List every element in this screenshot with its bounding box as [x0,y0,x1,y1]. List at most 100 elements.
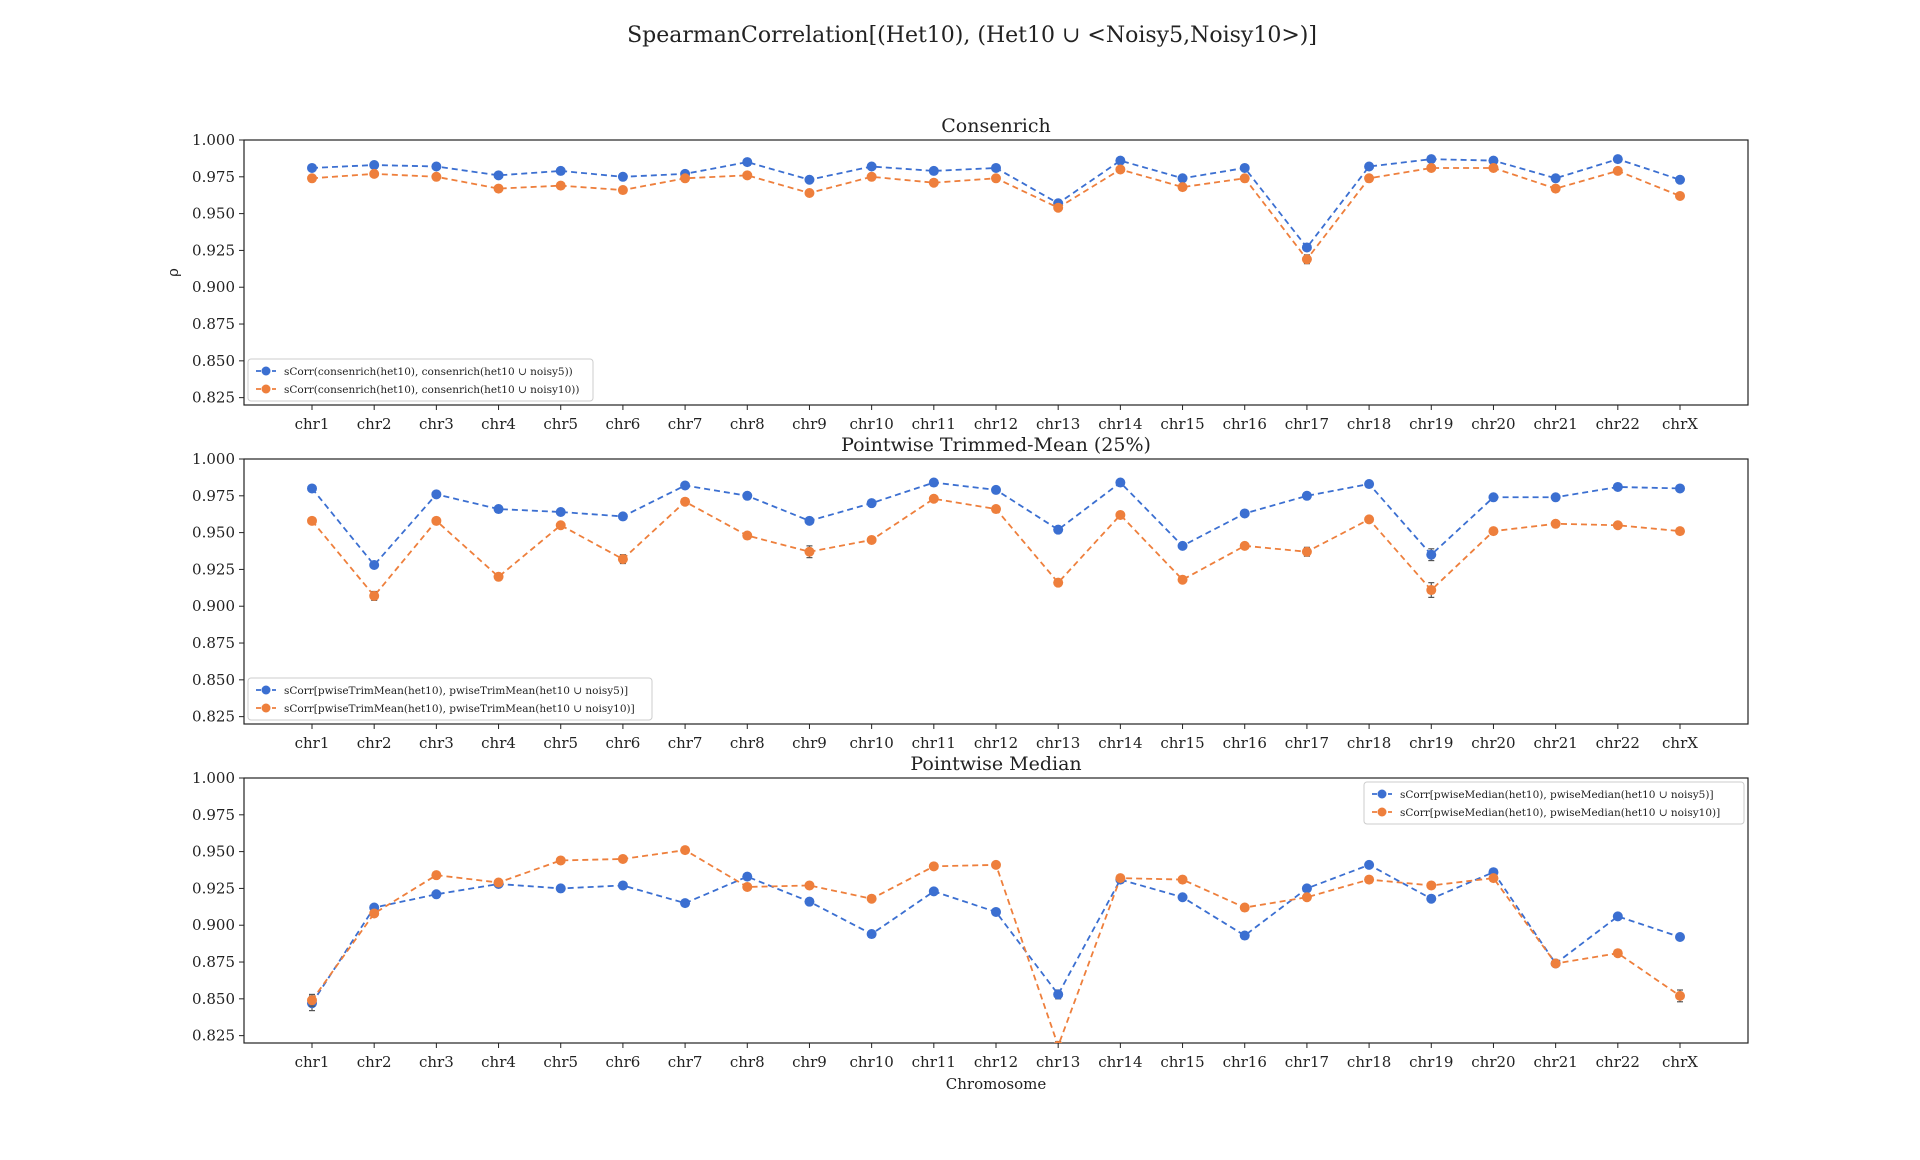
data-point [1488,492,1499,503]
x-tick-label: chr7 [668,1053,703,1071]
legend-marker [261,384,271,394]
x-tick-label: chr6 [606,415,641,433]
y-tick-label: 0.900 [192,916,235,934]
data-point [1053,524,1064,535]
x-tick-label: chr19 [1409,734,1453,752]
data-point [1301,242,1312,253]
data-point [493,571,504,582]
data-point [866,929,877,940]
data-point [1675,526,1685,537]
data-point [928,477,939,488]
data-point [991,504,1001,515]
legend-label: sCorr[pwiseMedian(het10), pwiseMedian(he… [1400,807,1720,819]
data-point [1239,902,1250,913]
data-point [1239,930,1250,941]
x-tick-label: chr9 [792,1053,827,1071]
x-tick-label: chr16 [1223,1053,1267,1071]
data-point [1612,481,1623,492]
data-point [617,185,628,196]
x-tick-label: chr18 [1347,1053,1391,1071]
x-tick-label: chr10 [849,1053,893,1071]
y-tick-label: 0.825 [192,708,235,726]
data-point [680,898,691,909]
legend-marker [1377,807,1387,817]
data-point [431,161,442,172]
x-tick-label: chr3 [419,734,454,752]
data-point [1115,155,1126,166]
legend-frame [247,677,653,721]
legend-frame [1363,781,1745,825]
subplot-title: Consenrich [941,115,1050,137]
x-tick-label: chr15 [1160,1053,1204,1071]
data-point [866,171,877,182]
x-tick-label: chr3 [419,415,454,433]
y-tick-label: 0.950 [192,843,235,861]
data-point [742,871,753,882]
x-tick-label: chr8 [730,415,765,433]
data-point [307,515,317,526]
data-point [1053,202,1064,213]
data-point [742,530,753,541]
y-tick-label: 1.000 [192,450,235,468]
data-point [1239,508,1250,519]
series-1 [307,477,1685,570]
x-tick-label: chr22 [1596,1053,1640,1071]
y-tick-label: 0.975 [192,168,235,186]
data-point [307,995,317,1006]
data-point [555,165,566,176]
data-point [369,560,380,570]
data-point [742,881,753,892]
y-tick-label: 1.000 [192,769,235,787]
x-tick-label: chr19 [1409,415,1453,433]
x-tick-label: chr14 [1098,415,1142,433]
data-point [1053,989,1064,1000]
data-point [1364,173,1375,184]
series-2 [307,845,1685,1043]
x-tick-label: chr22 [1596,734,1640,752]
data-point [928,493,939,504]
x-tick-label: chr8 [730,1053,765,1071]
y-tick-label: 0.950 [192,205,235,223]
subplot-2: Pointwise Trimmed-Mean (25%) 0.825 0.850 0.… [192,434,1749,752]
data-point [431,870,442,881]
x-tick-label: chr2 [357,734,392,752]
y-tick-label: 0.925 [192,560,235,578]
x-tick-label: chr1 [295,415,330,433]
data-point [369,168,380,179]
data-point [1550,518,1561,529]
data-point [1115,509,1126,520]
data-point [1426,585,1437,596]
data-point [369,590,380,601]
data-point [555,855,566,866]
data-point [1177,182,1188,193]
data-point [617,171,628,182]
data-point [555,180,566,191]
legend-label: sCorr[pwiseMedian(het10), pwiseMedian(he… [1400,789,1714,801]
data-point [431,489,442,500]
y-tick-label: 0.900 [192,597,235,615]
x-tick-label: chr21 [1533,415,1577,433]
data-point [742,157,753,168]
legend-marker [261,685,271,695]
data-point [1675,174,1685,185]
x-tick-label: chr4 [481,415,516,433]
data-point [866,161,877,172]
x-tick-label: chr9 [792,734,827,752]
legend-label: sCorr(consenrich(het10), consenrich(het1… [284,366,573,378]
subplot-3: Pointwise Median 0.825 0.850 0.875 0.900 0.92… [192,753,1749,1093]
x-tick-label: chr11 [912,1053,956,1071]
data-point [991,906,1001,917]
x-tick-label: chr15 [1160,734,1204,752]
data-point [1364,161,1375,172]
x-tick-label: chr15 [1160,415,1204,433]
data-point [1301,883,1312,894]
x-tick-label: chr20 [1471,415,1515,433]
data-point [307,483,317,494]
data-point [1488,155,1499,166]
y-tick-label: 0.875 [192,315,235,333]
x-tick-label: chr6 [606,1053,641,1071]
data-point [1612,154,1623,165]
y-tick-label: 0.975 [192,806,235,824]
data-point [1488,873,1499,884]
